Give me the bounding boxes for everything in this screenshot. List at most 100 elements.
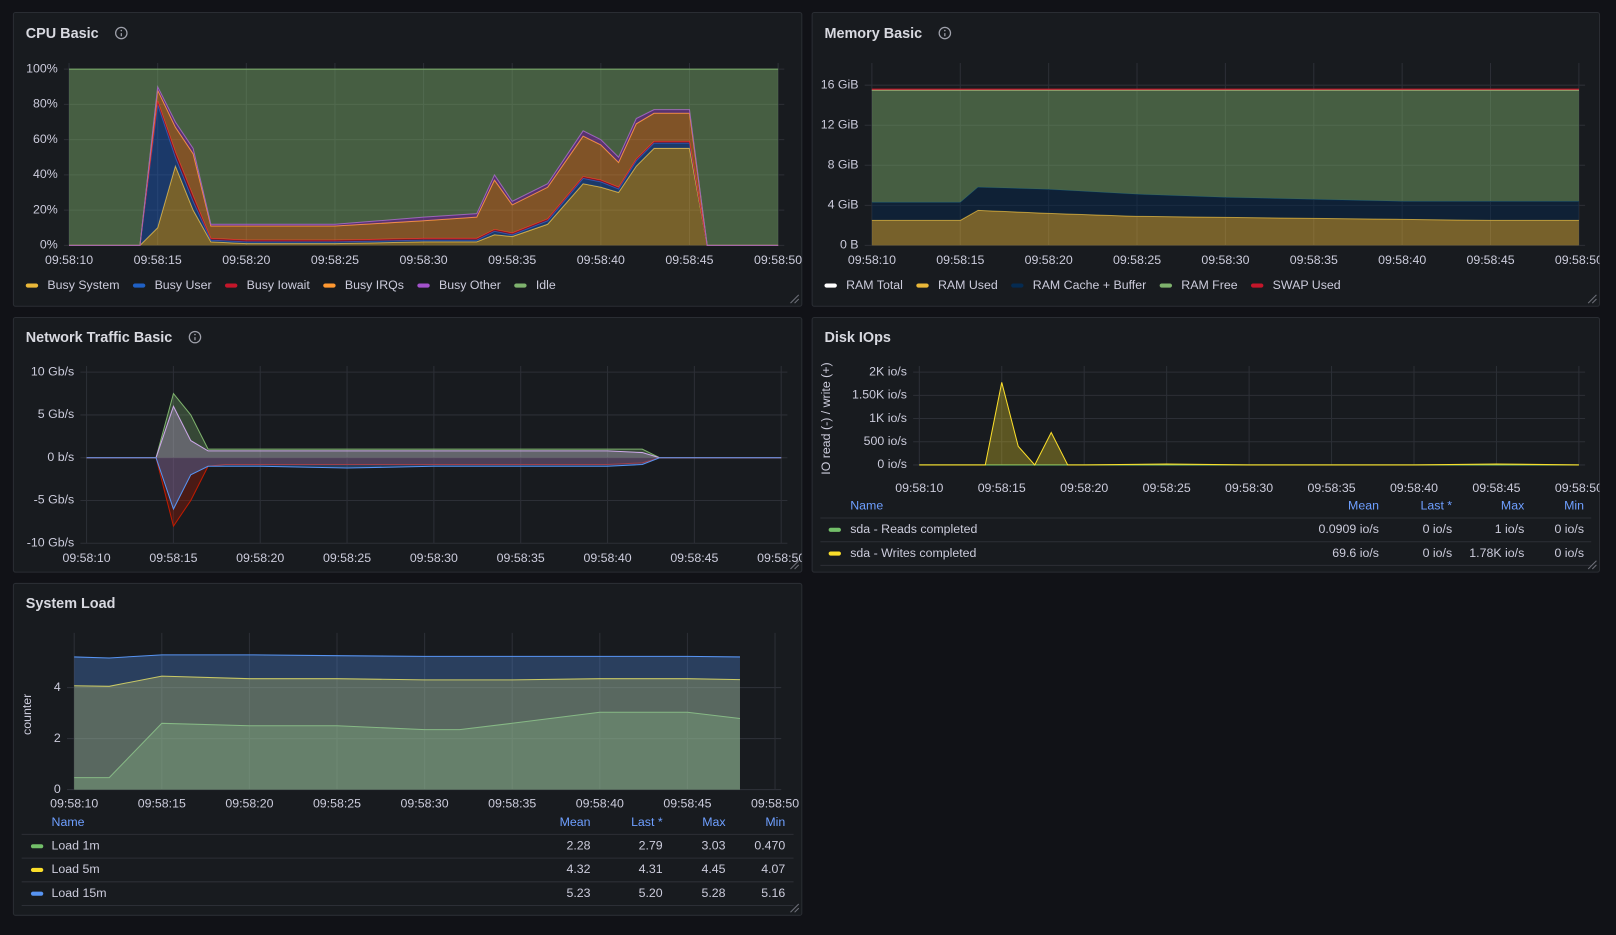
legend-swatch [1011, 283, 1024, 288]
x-tick-label: 09:58:20 [236, 551, 284, 565]
y-tick-label: 2 [54, 731, 61, 745]
series-name: Load 15m [52, 886, 107, 900]
y-tick-label: 5 Gb/s [38, 407, 74, 421]
x-tick-label: 09:58:25 [313, 796, 361, 810]
series-line [86, 457, 782, 511]
panel [12, 11, 803, 307]
info-icon [938, 26, 952, 40]
series-name: Load 1m [52, 839, 100, 853]
table-cell: 0.0909 io/s [1318, 522, 1378, 536]
x-tick-label: 09:58:25 [323, 551, 371, 565]
series-line [74, 711, 741, 779]
panel-title: CPU Basic [26, 26, 99, 42]
table-cell: 5.20 [639, 886, 663, 900]
y-tick-label: 12 GiB [821, 118, 859, 132]
series-line [69, 88, 779, 246]
x-tick-label: 09:58:25 [1143, 481, 1191, 495]
legend-swatch [828, 527, 841, 532]
panel-title: Memory Basic [824, 26, 922, 42]
panel-title: Network Traffic Basic [26, 330, 173, 346]
series-line [69, 85, 779, 246]
table-cell: 0 io/s [1555, 522, 1585, 536]
x-tick-label: 09:58:15 [936, 253, 984, 267]
x-tick-label: 09:58:50 [1555, 253, 1603, 267]
resize-handle [1587, 294, 1597, 304]
x-tick-label: 09:58:30 [401, 796, 449, 810]
legend-swatch [25, 283, 39, 288]
x-tick-label: 09:58:30 [400, 253, 448, 267]
panel-content: Memory Basic 0 B 4 GiB 8 GiB 12 GiB 16 GiB 09:… [821, 26, 1603, 292]
table-cell: 4.07 [761, 862, 785, 876]
legend-swatch [132, 283, 146, 288]
area-fill [74, 712, 740, 790]
x-tick-label: 09:58:40 [1390, 481, 1438, 495]
table-cell: 5.23 [566, 886, 590, 900]
area-fill [871, 187, 1579, 221]
x-tick-label: 09:58:15 [138, 796, 186, 810]
legend-label: Idle [536, 278, 556, 292]
resize-handle [790, 294, 800, 304]
legend-swatch [514, 283, 527, 288]
info-icon [115, 26, 128, 40]
table-cell: 0 io/s [1555, 546, 1585, 560]
series-name: sda - Reads completed [850, 522, 977, 536]
y-tick-label: 40% [33, 167, 58, 181]
series-line [871, 186, 1579, 203]
panel-title: System Load [26, 596, 116, 612]
x-tick-label: 09:58:35 [497, 551, 545, 565]
y-tick-label: 20% [33, 202, 58, 216]
series-line [86, 405, 782, 459]
x-tick-label: 09:58:45 [1472, 481, 1520, 495]
panel-content: Disk IOps 0 io/s 500 io/s 1K io/s 1.50K io/s… [819, 330, 1600, 566]
x-tick-label: 09:58:30 [1201, 253, 1249, 267]
x-tick-label: 09:58:40 [577, 253, 625, 267]
info-icon-dot [120, 29, 123, 32]
y-tick-label: 0 B [840, 238, 859, 252]
x-tick-label: 09:58:50 [754, 253, 802, 267]
panel-content: CPU Basic 0% 20% 40% 60% 80% 100% 09:58:10 09:58… [25, 26, 802, 292]
x-tick-label: 09:58:45 [663, 796, 711, 810]
panel [12, 582, 803, 916]
legend-swatch [417, 283, 430, 288]
resize-handle [790, 560, 800, 570]
panel-content: Network Traffic Basic 10 Gb/s 5 Gb/s 0 b/s -… [26, 330, 802, 565]
x-tick-label: 09:58:20 [225, 796, 273, 810]
table-cell: 5.16 [761, 886, 785, 900]
panel-content: System Load 0 2 4 09:58:10 09:58:15 09:58:20 09… [20, 596, 799, 907]
table-header: Last * [1421, 498, 1453, 512]
table-cell: 2.79 [639, 839, 663, 853]
legend-label: Busy Iowait [247, 278, 311, 292]
table-header: Last * [631, 815, 663, 829]
legend-swatch [828, 551, 841, 556]
table-header: Mean [560, 815, 591, 829]
y-tick-label: 80% [33, 97, 58, 111]
x-tick-label: 09:58:30 [1225, 481, 1273, 495]
series-line [69, 147, 779, 246]
x-tick-label: 09:58:40 [1378, 253, 1426, 267]
y-tick-label: 0% [40, 238, 58, 252]
resize-handle [1587, 560, 1597, 570]
x-tick-label: 09:58:15 [149, 551, 197, 565]
area-fill [69, 148, 779, 246]
table-header: Max [702, 815, 726, 829]
y-tick-label: 8 GiB [828, 158, 859, 172]
table-cell: 0 io/s [1423, 546, 1453, 560]
x-tick-label: 09:58:25 [311, 253, 359, 267]
panel [811, 317, 1601, 573]
info-icon [188, 330, 202, 344]
y-tick-label: 500 io/s [864, 434, 907, 448]
x-tick-label: 09:58:10 [50, 796, 98, 810]
legend-swatch [824, 283, 837, 288]
info-icon-dot [944, 29, 946, 32]
table-header: Name [52, 815, 85, 829]
table-cell: 3.03 [701, 839, 725, 853]
area-fill [74, 676, 740, 790]
x-tick-label: 09:58:30 [410, 551, 458, 565]
series-line [919, 382, 1579, 466]
x-tick-label: 09:58:45 [665, 253, 713, 267]
table-cell: 2.28 [566, 839, 590, 853]
y-tick-label: 10 Gb/s [31, 364, 74, 378]
table-cell: 4.45 [701, 862, 725, 876]
x-tick-label: 09:58:20 [1025, 253, 1073, 267]
